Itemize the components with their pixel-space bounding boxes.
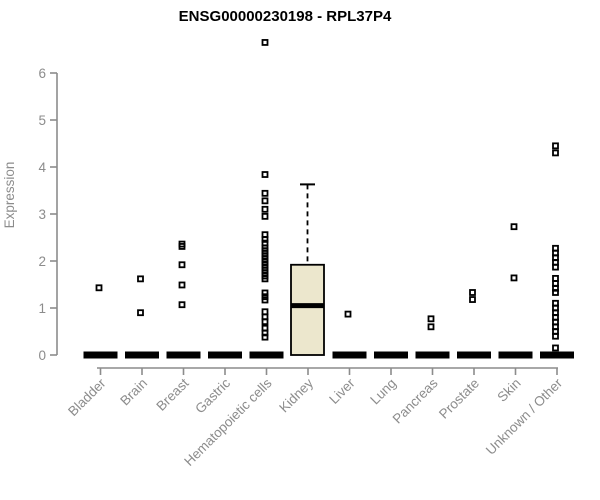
- data-point: [552, 274, 559, 282]
- collapsed-box-zero-bar: [166, 351, 201, 359]
- data-point: [427, 315, 435, 323]
- data-point: [469, 296, 476, 303]
- data-point: [178, 301, 186, 309]
- collapsed-box-zero-bar: [208, 351, 242, 359]
- y-tick-label: 2: [38, 254, 46, 269]
- collapsed-box-zero-bar: [83, 351, 118, 359]
- data-point: [261, 333, 269, 341]
- collapsed-box-zero-bar: [374, 351, 408, 359]
- data-point: [261, 275, 269, 283]
- box: [290, 263, 325, 356]
- data-point: [427, 323, 435, 331]
- x-tick-label: Breast: [153, 375, 191, 413]
- y-tick-label: 6: [38, 66, 46, 81]
- y-tick-label: 4: [38, 160, 46, 175]
- collapsed-box-zero-bar: [249, 351, 284, 359]
- data-point: [261, 171, 269, 178]
- x-tick-label: Lung: [367, 376, 399, 408]
- y-tick-label: 1: [38, 301, 46, 316]
- x-tick-label: Skin: [494, 376, 523, 405]
- x-tick-label: Brain: [117, 376, 150, 409]
- data-point: [552, 263, 559, 271]
- data-point: [95, 284, 103, 292]
- data-point: [178, 281, 186, 289]
- collapsed-box-zero-bar: [332, 351, 367, 359]
- data-point: [261, 39, 269, 46]
- data-point: [552, 149, 559, 157]
- y-tick-label: 5: [38, 113, 46, 128]
- y-axis-title: Expression: [2, 162, 17, 229]
- data-point: [261, 212, 269, 220]
- collapsed-box-zero-bar: [415, 351, 450, 359]
- x-tick-label: Kidney: [276, 375, 316, 415]
- collapsed-box-zero-bar: [125, 351, 159, 359]
- data-point: [261, 289, 269, 297]
- data-point: [552, 142, 559, 150]
- data-point: [469, 289, 476, 296]
- data-point: [552, 344, 559, 352]
- collapsed-box-zero-bar: [540, 351, 574, 359]
- y-tick-label: 0: [38, 348, 46, 363]
- data-point: [344, 310, 352, 318]
- data-point: [261, 318, 269, 326]
- x-tick-label: Gastric: [192, 375, 233, 416]
- x-tick-label: Prostate: [436, 376, 482, 422]
- x-tick-label: Pancreas: [390, 375, 441, 426]
- data-point: [137, 309, 144, 317]
- x-tick-label: Bladder: [65, 375, 109, 419]
- data-point: [261, 197, 269, 205]
- x-tick-label: Liver: [326, 375, 358, 407]
- data-point: [552, 332, 559, 340]
- data-point: [261, 189, 269, 197]
- collapsed-box-zero-bar: [457, 351, 491, 359]
- data-point: [178, 243, 186, 250]
- data-point: [552, 289, 559, 296]
- data-point: [510, 223, 518, 231]
- data-point: [510, 274, 518, 282]
- y-tick-label: 3: [38, 207, 46, 222]
- x-tick-label: Unknown / Other: [483, 375, 566, 458]
- data-point: [261, 235, 269, 243]
- collapsed-box-zero-bar: [498, 351, 533, 359]
- data-point: [137, 275, 144, 283]
- chart-title: ENSG00000230198 - RPL37P4: [178, 8, 392, 25]
- data-point: [178, 261, 186, 269]
- data-point: [261, 296, 269, 304]
- data-point: [261, 308, 269, 316]
- data-point: [261, 205, 269, 213]
